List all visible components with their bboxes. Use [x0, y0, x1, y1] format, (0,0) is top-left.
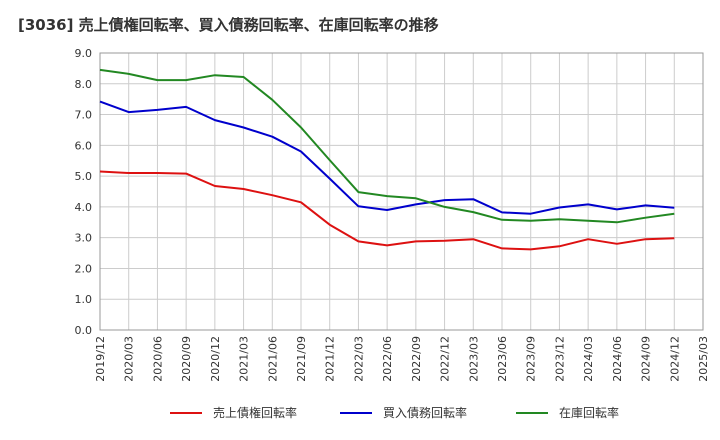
y-tick-label: 8.0 [75, 78, 93, 91]
x-tick-label: 2020/06 [151, 336, 164, 382]
chart-title: [3036] 売上債権回転率、買入債務回転率、在庫回転率の推移 [18, 16, 439, 34]
x-tick-label: 2021/06 [266, 336, 279, 382]
y-tick-label: 4.0 [75, 201, 93, 214]
legend-label: 在庫回転率 [559, 405, 619, 420]
x-tick-label: 2024/09 [640, 336, 653, 382]
series-line [99, 100, 675, 215]
x-tick-label: 2021/09 [295, 336, 308, 382]
x-tick-label: 2022/03 [352, 336, 365, 382]
y-tick-label: 6.0 [75, 139, 93, 152]
x-tick-label: 2023/09 [525, 336, 538, 382]
series-line [99, 68, 675, 224]
x-tick-label: 2020/09 [180, 336, 193, 382]
x-tick-label: 2023/06 [496, 336, 509, 382]
x-tick-label: 2025/03 [697, 336, 710, 382]
x-tick-label: 2022/06 [381, 336, 394, 382]
x-tick-label: 2022/12 [439, 336, 452, 382]
x-tick-label: 2024/03 [582, 336, 595, 382]
y-tick-label: 5.0 [75, 170, 93, 183]
series-line [99, 170, 675, 251]
plot-area-border [99, 52, 704, 331]
x-tick-label: 2021/03 [238, 336, 251, 382]
y-tick-label: 7.0 [75, 109, 93, 122]
x-tick-label: 2023/03 [467, 336, 480, 382]
x-tick-label: 2021/12 [324, 336, 337, 382]
legend-label: 買入債務回転率 [383, 405, 467, 420]
x-tick-label: 2020/03 [123, 336, 136, 382]
x-tick-label: 2022/09 [410, 336, 423, 382]
legend-label: 売上債権回転率 [213, 405, 297, 420]
y-tick-label: 9.0 [75, 47, 93, 60]
y-tick-label: 3.0 [75, 232, 93, 245]
x-tick-label: 2020/12 [209, 336, 222, 382]
x-tick-label: 2024/06 [611, 336, 624, 382]
x-tick-label: 2023/12 [553, 336, 566, 382]
y-tick-label: 2.0 [75, 262, 93, 275]
x-tick-label: 2019/12 [94, 336, 107, 382]
y-tick-label: 0.0 [75, 324, 93, 337]
y-tick-label: 1.0 [75, 293, 93, 306]
x-tick-label: 2024/12 [668, 336, 681, 382]
